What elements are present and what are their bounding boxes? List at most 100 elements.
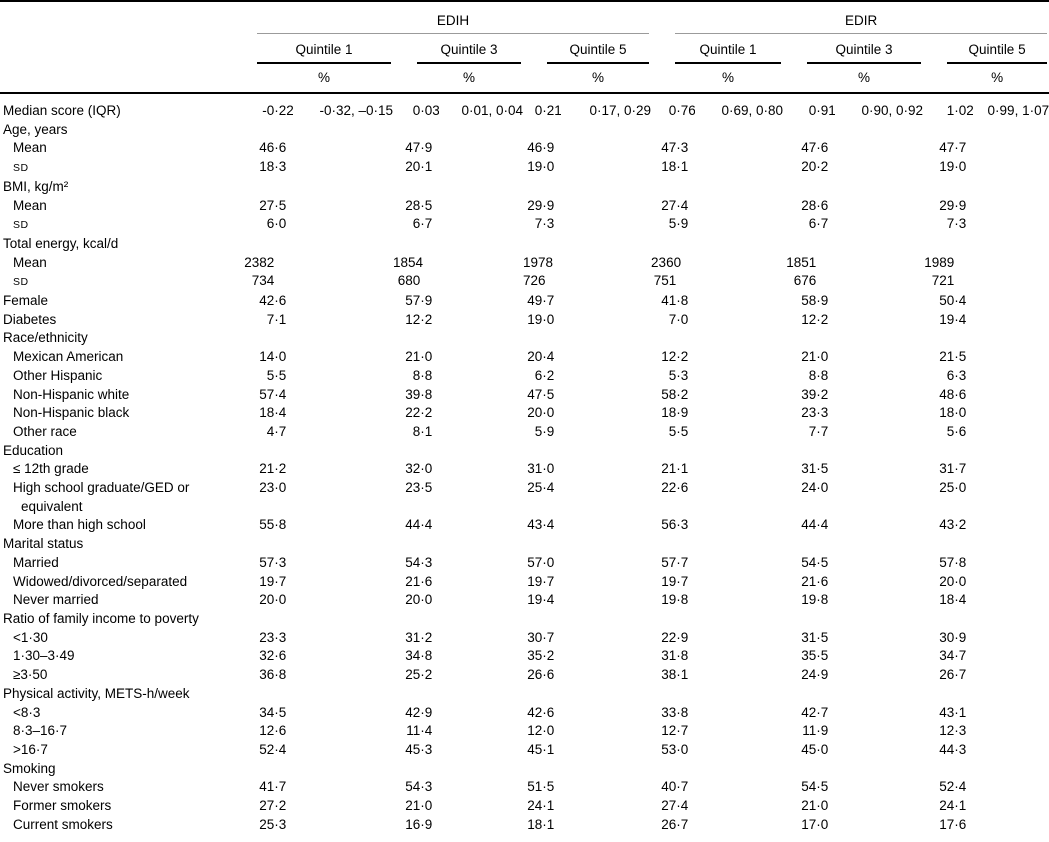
cell-value: 23·3 xyxy=(801,405,829,421)
cell-value: 58·9 xyxy=(801,293,829,309)
cell-value: 31·8 xyxy=(661,648,689,664)
cell-iqr xyxy=(293,479,393,516)
cell-iqr xyxy=(695,158,783,178)
cell-value: 6·3 xyxy=(946,367,967,383)
cell-iqr xyxy=(561,816,651,842)
cell-iqr xyxy=(973,139,1049,158)
cell-value: 45·3 xyxy=(405,741,433,757)
cell-iqr xyxy=(293,666,393,685)
table-body: Median score (IQR) -0·22 -0·32, –0·15 0·03 0… xyxy=(0,93,1049,842)
cell-value: 14·0 xyxy=(259,349,287,365)
table-row: Total energy, kcal/d xyxy=(0,235,1049,254)
cell-iqr xyxy=(695,610,783,629)
cell-iqr xyxy=(695,479,783,516)
cell-value: 1·02 xyxy=(946,103,974,118)
corner-cell xyxy=(0,34,233,64)
cell-value xyxy=(923,235,973,254)
cell-value: 20·0 xyxy=(939,573,967,589)
cell-iqr xyxy=(695,741,783,760)
cell-value: 32·6 xyxy=(259,648,287,664)
cell-value: 1851 xyxy=(786,254,817,270)
cell-value: 25·0 xyxy=(939,480,967,496)
quintile-label: Quintile 1 xyxy=(257,42,391,64)
cell-iqr xyxy=(561,610,651,629)
cell-value: 7·0 xyxy=(668,311,689,327)
cell-value: 24·1 xyxy=(939,798,967,814)
row-label: High school graduate/GED or equivalent xyxy=(13,480,190,514)
quintile-header: Quintile 1 xyxy=(233,34,393,64)
cell-iqr xyxy=(973,479,1049,516)
cell-value: 16·9 xyxy=(405,816,433,832)
row-label: Former smokers xyxy=(13,798,112,814)
row-label: SD xyxy=(0,158,233,178)
row-label: Race/ethnicity xyxy=(3,330,88,346)
cell-value: 34·8 xyxy=(405,648,433,664)
cell-iqr xyxy=(835,178,923,197)
row-label: Physical activity, METS-h/week xyxy=(3,685,190,701)
cell-iqr xyxy=(695,629,783,648)
cell-iqr xyxy=(439,629,523,648)
cell-iqr xyxy=(695,215,783,235)
cell-value: 21·0 xyxy=(405,349,433,365)
cell-iqr xyxy=(695,460,783,479)
cell-value: 46·6 xyxy=(259,140,287,156)
cell-value xyxy=(923,121,973,140)
cell-value: 30·9 xyxy=(939,629,967,645)
quintile-label: Quintile 5 xyxy=(947,42,1048,64)
cell-value xyxy=(233,178,293,197)
cell-value xyxy=(393,685,439,704)
cell-value xyxy=(783,685,835,704)
cell-value: 21·0 xyxy=(801,349,829,365)
unit-header: % xyxy=(783,64,924,94)
quintile-header: Quintile 5 xyxy=(923,34,1049,64)
cell-iqr xyxy=(439,348,523,367)
cell-value: 19·7 xyxy=(259,573,287,589)
cell-value: 47·7 xyxy=(939,140,967,156)
cell-iqr xyxy=(439,666,523,685)
cell-iqr xyxy=(561,121,651,140)
quintile-label: Quintile 3 xyxy=(807,42,922,64)
cell-value: 31·2 xyxy=(405,629,433,645)
cell-iqr xyxy=(695,139,783,158)
cell-value: 27·4 xyxy=(661,197,689,213)
cell-iqr xyxy=(439,554,523,573)
corner-cell xyxy=(0,0,233,34)
cell-iqr xyxy=(439,647,523,666)
cell-iqr: 0·69, 0·80 xyxy=(721,103,784,118)
cell-iqr: 0·99, 1·07 xyxy=(987,103,1049,118)
table-row: Mean 27·5 28·5 29·9 27·4 28·6 29·9 xyxy=(0,197,1049,216)
cell-iqr xyxy=(439,816,523,842)
cell-iqr xyxy=(973,666,1049,685)
cell-iqr xyxy=(835,235,923,254)
cell-iqr xyxy=(439,197,523,216)
cell-value: 21·6 xyxy=(405,573,433,589)
cell-value xyxy=(393,442,439,461)
cell-iqr xyxy=(439,460,523,479)
cell-value: 19·7 xyxy=(661,573,689,589)
cell-iqr xyxy=(439,797,523,816)
cell-value: 52·4 xyxy=(259,741,287,757)
cell-value: 25·2 xyxy=(405,667,433,683)
cell-value: 44·4 xyxy=(801,517,829,533)
cell-value xyxy=(233,535,293,554)
cell-value: 43·2 xyxy=(939,517,967,533)
row-label: Never married xyxy=(13,592,99,608)
cell-iqr xyxy=(439,386,523,405)
cell-value: 31·5 xyxy=(801,629,829,645)
cell-value: 49·7 xyxy=(527,293,555,309)
cell-iqr xyxy=(973,591,1049,610)
cell-value: 57·8 xyxy=(939,554,967,570)
cell-value: 12·2 xyxy=(661,349,689,365)
cell-iqr xyxy=(835,535,923,554)
table-row: SD 18·3 20·1 19·0 18·1 20·2 19·0 xyxy=(0,158,1049,178)
cell-iqr xyxy=(695,178,783,197)
cell-iqr: 0·01, 0·04 xyxy=(461,103,523,118)
cell-value: 47·3 xyxy=(661,140,689,156)
cell-iqr xyxy=(293,197,393,216)
quintile-header: Quintile 1 xyxy=(651,34,783,64)
cell-iqr xyxy=(835,516,923,535)
column-group-label: EDIH xyxy=(257,13,650,34)
cell-iqr xyxy=(561,479,651,516)
cell-value: 7·3 xyxy=(946,216,967,232)
table-row: <8·3 34·5 42·9 42·6 33·8 42·7 43·1 xyxy=(0,704,1049,723)
